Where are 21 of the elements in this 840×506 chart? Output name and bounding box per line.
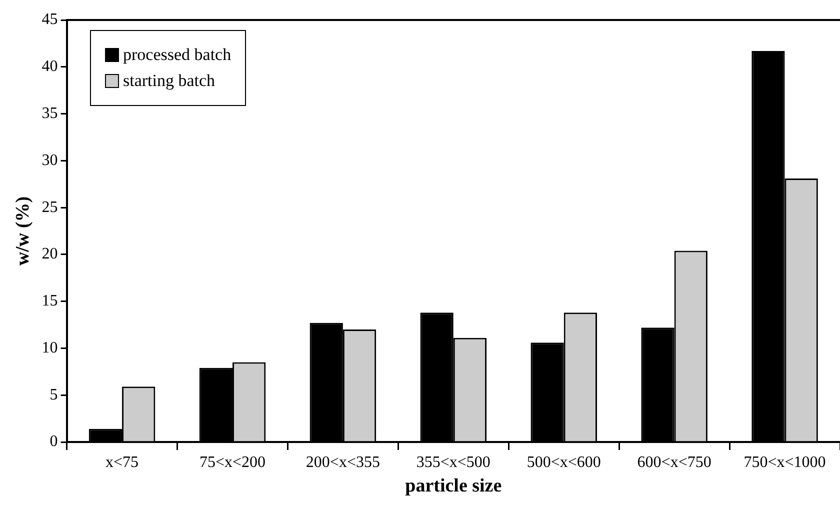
x-tick-label: 200<x<355: [306, 454, 380, 471]
x-tick-label: 500<x<600: [526, 454, 601, 471]
x-axis-title: particle size: [405, 476, 502, 497]
x-tick-label: 750<x<1000: [744, 454, 826, 471]
legend-label: starting batch: [123, 71, 216, 91]
y-tick-label: 35: [42, 104, 58, 122]
y-axis-title: w/w (%): [12, 196, 34, 266]
y-tick-label: 25: [42, 198, 58, 216]
y-tick-label: 15: [42, 292, 58, 310]
x-tick-label: x<75: [106, 454, 139, 471]
x-tick-label: 600<x<750: [637, 454, 712, 471]
legend-label: processed batch: [123, 45, 232, 65]
y-tick-label: 40: [42, 58, 58, 76]
y-tick-label: 20: [42, 246, 58, 263]
y-tick-label: 30: [42, 152, 58, 169]
x-tick-label: 75<x<200: [199, 454, 266, 471]
y-tick-label: 0: [50, 433, 58, 450]
y-tick-label: 45: [42, 11, 58, 28]
y-tick-label: 10: [42, 339, 58, 356]
y-tick-label: 5: [50, 386, 58, 404]
x-tick-label: 355<x<500: [416, 454, 490, 471]
